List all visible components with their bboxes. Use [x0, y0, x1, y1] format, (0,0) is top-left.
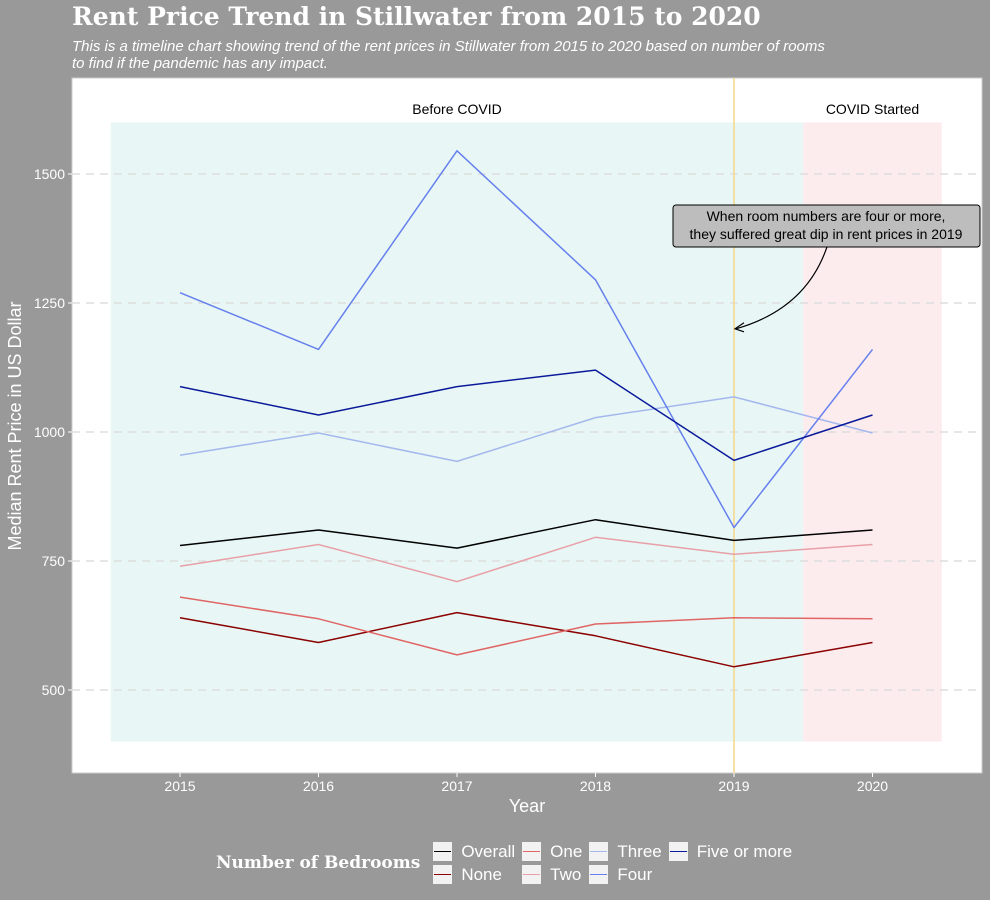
legend-swatch-four [590, 873, 608, 876]
x-tick-label-2018: 2018 [580, 778, 611, 794]
legend-title: Number of Bedrooms [216, 853, 421, 873]
annotation-text-line-1: When room numbers are four or more, [707, 208, 946, 224]
chart-title: Rent Price Trend in Stillwater from 2015… [72, 2, 761, 31]
annotation-text-line-2: they suffered great dip in rent prices i… [690, 226, 963, 242]
x-tick-label-2015: 2015 [164, 778, 195, 794]
x-tick-label-2019: 2019 [718, 778, 749, 794]
series-line-three [179, 396, 873, 463]
legend-key-five-or-more [667, 841, 689, 862]
x-tick-label-2017: 2017 [441, 778, 472, 794]
legend-swatch-three [590, 850, 608, 853]
chart-subtitle: This is a timeline chart showing trend o… [72, 38, 912, 72]
legend-item-two: Two [521, 863, 582, 886]
annotation-arrow [735, 246, 828, 330]
series-line-five-or-more [179, 369, 873, 462]
region-label-layer: Before COVID COVID Started [412, 101, 919, 117]
series-line-one [179, 596, 873, 656]
annotation-box [672, 204, 981, 248]
legend-item-overall: Overall [432, 840, 515, 863]
legend-item-five-or-more: Five or more [667, 840, 793, 863]
series-line-none [179, 611, 873, 668]
legend-label-one: One [550, 841, 583, 861]
legend-swatch-overall [434, 850, 452, 853]
legend-key-none [432, 864, 454, 885]
y-tick-label-750: 750 [42, 553, 66, 569]
grid-layer [72, 173, 982, 691]
region-label-covid-started: COVID Started [826, 101, 919, 117]
legend-label-three: Three [617, 841, 662, 861]
legend-key-one [521, 841, 543, 862]
annotation-arrowhead [733, 322, 745, 333]
series-line-two [179, 536, 873, 583]
legend-item-one: One [521, 840, 582, 863]
legend-key-four [588, 864, 610, 885]
annotation-layer: When room numbers are four or more, they … [672, 204, 981, 333]
legend-item-four: Four [588, 863, 661, 886]
x-tick-label-2016: 2016 [303, 778, 334, 794]
legend-label-two: Two [550, 864, 582, 884]
y-axis-title: Median Rent Price in US Dollar [5, 301, 25, 550]
legend-key-three [588, 841, 610, 862]
legend-key-overall [432, 841, 454, 862]
legend-items: Overall None One Two Three Four Five or more [432, 840, 792, 886]
legend-label-four: Four [617, 864, 653, 884]
subtitle-line-1: This is a timeline chart showing trend o… [72, 38, 825, 55]
legend-key-two [521, 864, 543, 885]
y-tick-label-1250: 1250 [34, 295, 65, 311]
subtitle-line-2: to find if the pandemic has any impact. [72, 55, 328, 72]
legend-swatch-none [434, 873, 452, 876]
series-line-overall [179, 518, 873, 549]
series-line-four [179, 150, 874, 529]
legend-swatch-five-or-more [669, 850, 687, 853]
legend-label-overall: Overall [461, 841, 516, 861]
y-tick-label-1000: 1000 [34, 424, 65, 440]
legend-label-none: None [461, 864, 502, 884]
legend-item-three: Three [588, 840, 662, 863]
x-axis-title: Year [509, 796, 545, 816]
x-tick-label-2020: 2020 [857, 778, 888, 794]
legend: Number of Bedrooms Overall None One Two Thre… [216, 838, 792, 888]
y-tick-label-1500: 1500 [34, 166, 65, 182]
legend-item-none: None [432, 863, 515, 886]
y-tick-label-500: 500 [42, 682, 66, 698]
region-label-before-covid: Before COVID [412, 101, 501, 117]
axis-layer: 500 750 1000 1250 1500 2015 2016 2017 2018 2019 20… [34, 166, 888, 794]
series-layer [179, 150, 874, 668]
legend-label-five-or-more: Five or more [696, 841, 793, 861]
legend-swatch-two [523, 873, 541, 876]
legend-swatch-one [523, 850, 541, 853]
